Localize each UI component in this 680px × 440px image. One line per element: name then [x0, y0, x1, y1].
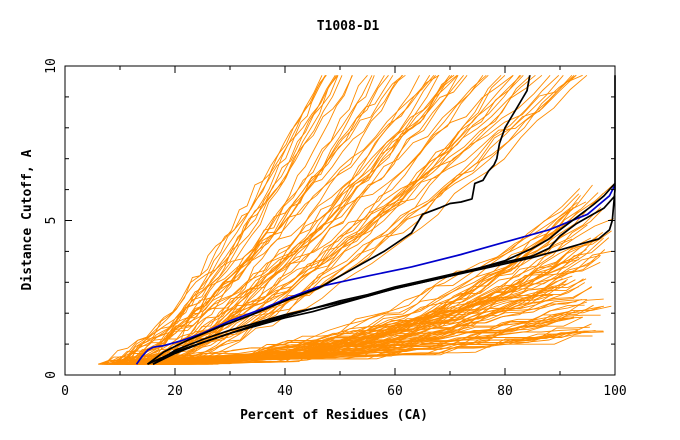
chart-title: T1008-D1 [317, 19, 380, 34]
x-tick-label: 20 [167, 384, 183, 399]
axes-group: 0 20 40 60 80 100 0 5 10 [44, 58, 627, 399]
background-series-line [126, 188, 581, 365]
blue-series-line [135, 184, 616, 365]
background-series-line [155, 74, 506, 365]
background-series-line [116, 218, 614, 365]
background-series-line [160, 74, 524, 365]
y-tick-label: 0 [44, 371, 59, 379]
background-series-line [107, 74, 514, 365]
x-tick-label: 80 [497, 384, 513, 399]
x-axis-label: Percent of Residues (CA) [240, 408, 428, 423]
black-series-line-1 [146, 75, 531, 365]
x-tick-label: 0 [61, 384, 69, 399]
background-series-line [149, 75, 353, 365]
background-series-line [134, 74, 560, 365]
x-tick-label: 100 [603, 384, 626, 399]
background-series-line [137, 74, 577, 365]
x-tick-label: 40 [277, 384, 293, 399]
y-tick-label: 10 [44, 58, 59, 74]
x-tick-label: 60 [387, 384, 403, 399]
background-series-line [111, 75, 339, 365]
background-series-line [114, 75, 468, 365]
background-series-line [154, 74, 514, 365]
black-series-line-4 [147, 195, 616, 365]
background-series-line [137, 74, 543, 365]
background-series-line [104, 329, 578, 365]
background-series-line [131, 74, 455, 365]
y-tick-label: 5 [44, 217, 59, 225]
background-series-line [160, 75, 327, 365]
background-series-line [129, 75, 435, 365]
background-series-line [108, 75, 451, 365]
background-series-line [140, 278, 584, 365]
background-series-line [146, 317, 568, 365]
y-axis-label: Distance Cutoff, A [20, 149, 35, 290]
background-series-line [156, 74, 588, 365]
highlight-series-group [135, 75, 616, 365]
black-series-line-3 [152, 75, 616, 365]
background-series-line [116, 75, 373, 365]
background-series-line [133, 74, 406, 365]
background-series-line [132, 74, 489, 365]
background-series-line [106, 305, 612, 365]
